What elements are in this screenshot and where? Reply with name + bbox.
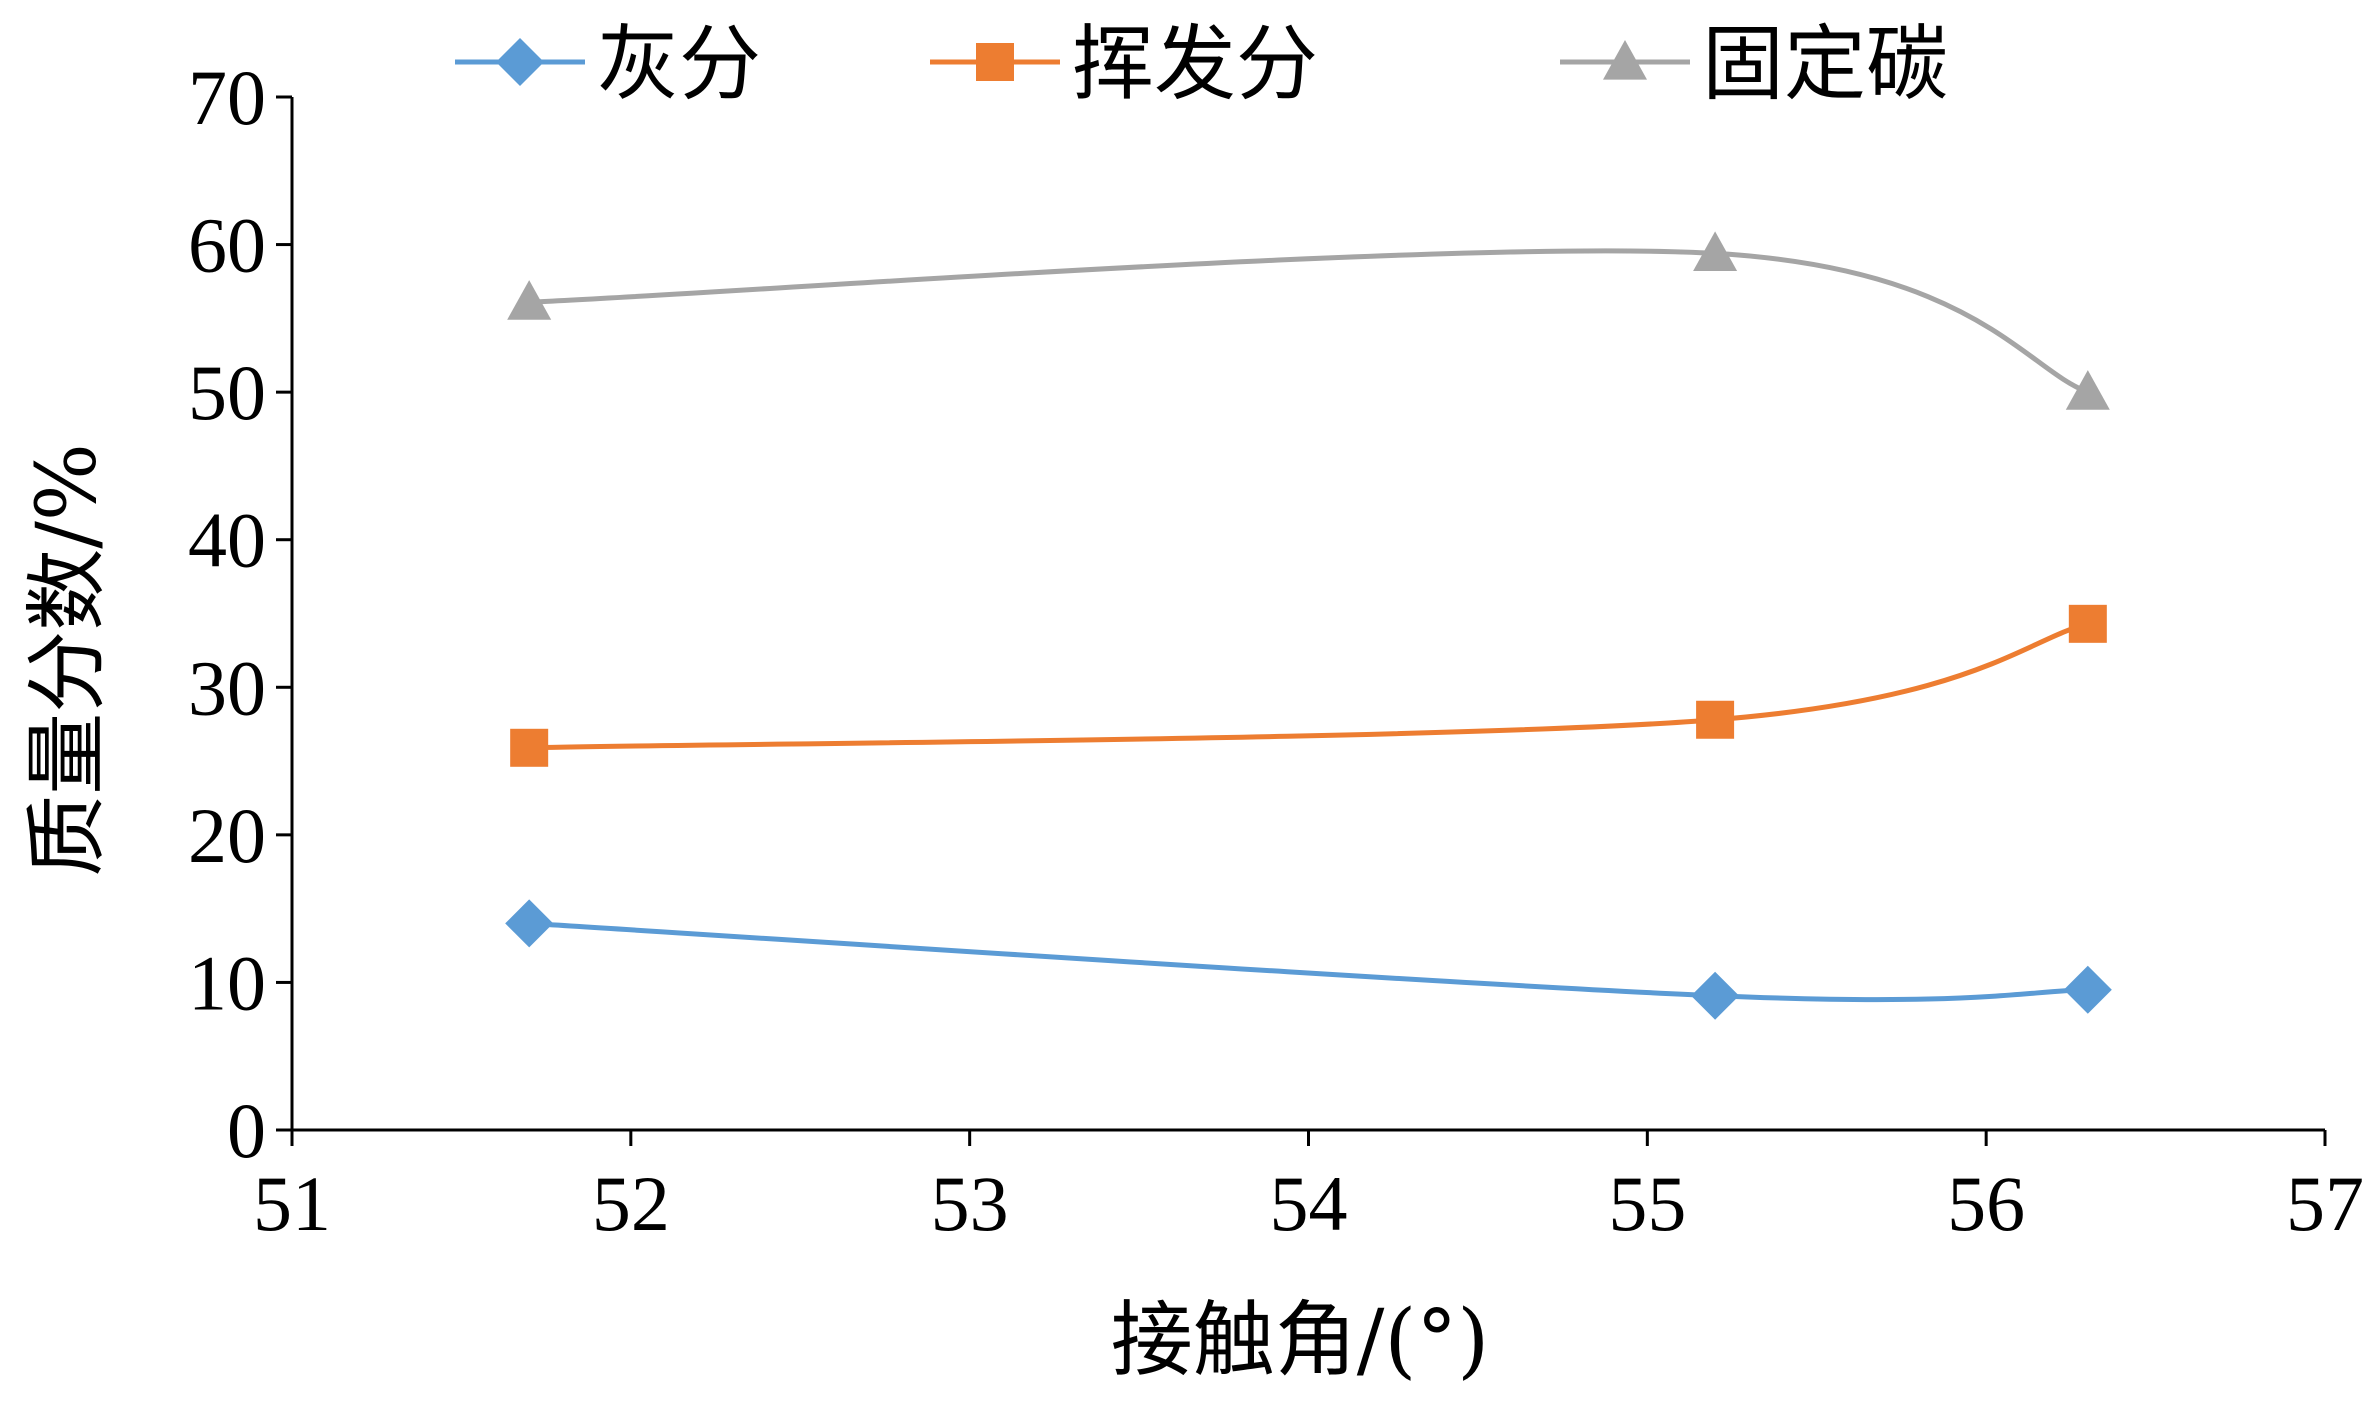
- data-point: [2063, 965, 2112, 1014]
- y-tick-label: 40: [188, 497, 266, 584]
- x-tick-label: 55: [1608, 1160, 1686, 1247]
- legend: 灰分 挥发分 固定碳: [455, 17, 1948, 112]
- x-tick-label: 52: [592, 1160, 670, 1247]
- series-line: [529, 621, 2089, 751]
- series-2: [510, 604, 2107, 767]
- legend-label: 灰分: [597, 17, 761, 112]
- series-layer: [505, 231, 2112, 1020]
- legend-item-2: 挥发分: [930, 17, 1318, 112]
- series-line: [529, 248, 2089, 395]
- legend-marker: [496, 38, 544, 86]
- data-point: [2065, 370, 2110, 410]
- y-tick-label: 10: [188, 939, 266, 1026]
- data-point: [507, 280, 552, 320]
- data-point: [1696, 700, 1735, 739]
- legend-item-1: 灰分: [455, 17, 761, 112]
- x-tick-label: 51: [253, 1160, 331, 1247]
- legend-marker: [1603, 40, 1647, 80]
- series-3: [507, 231, 2110, 410]
- legend-item-3: 固定碳: [1560, 17, 1948, 112]
- y-tick-label: 20: [188, 792, 266, 879]
- y-tick-label: 70: [188, 54, 266, 141]
- x-tick-label: 53: [931, 1160, 1009, 1247]
- data-point: [505, 899, 554, 948]
- series-line: [529, 920, 2088, 1003]
- data-point: [510, 728, 549, 767]
- legend-label: 固定碳: [1702, 17, 1948, 112]
- y-tick-label: 30: [188, 644, 266, 731]
- x-tick-label: 54: [1270, 1160, 1348, 1247]
- legend-marker: [976, 43, 1014, 81]
- data-point: [2068, 604, 2107, 643]
- x-axis-title: 接触角/(°): [1111, 1293, 1490, 1388]
- y-axis-title: 质量分数/%: [20, 443, 115, 877]
- series-1: [505, 899, 2112, 1020]
- data-point: [1693, 231, 1738, 272]
- y-tick-label: 60: [188, 202, 266, 289]
- y-tick-label: 0: [227, 1087, 266, 1174]
- axes: 0 10 20 30 40 50 60 70 51 52 53 54 55 56 57: [188, 54, 2364, 1247]
- x-tick-label: 56: [1947, 1160, 2025, 1247]
- x-tick-label: 57: [2286, 1160, 2364, 1247]
- y-tick-label: 50: [188, 349, 266, 436]
- data-point: [1691, 971, 1740, 1020]
- legend-label: 挥发分: [1072, 17, 1318, 112]
